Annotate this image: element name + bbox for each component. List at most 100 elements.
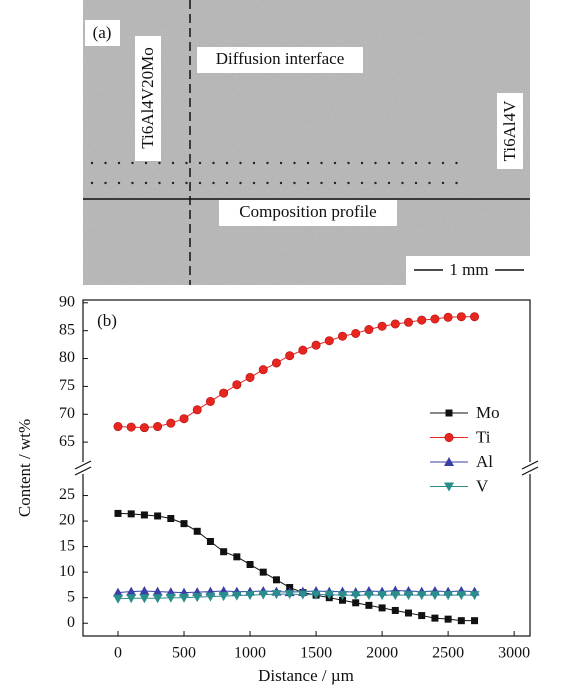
data-point: [167, 515, 175, 523]
y-tick-label: 10: [59, 563, 75, 580]
data-point: [324, 590, 335, 600]
axis-break-mark: [74, 466, 92, 476]
data-point: [205, 396, 215, 406]
y-tick-label: 90: [59, 293, 75, 310]
indent-dot: [198, 181, 202, 185]
series-line: [117, 590, 475, 594]
x-axis-label: Distance / µm: [258, 666, 354, 685]
series-line: [117, 316, 475, 429]
indent-dot: [198, 161, 202, 165]
alloy-label: Ti6Al4V: [500, 100, 519, 162]
indent-dot: [117, 181, 121, 185]
data-point: [431, 614, 439, 622]
indent-dot: [104, 161, 107, 165]
indent-dot: [144, 181, 148, 185]
indent-dot: [360, 181, 364, 185]
data-point: [205, 592, 216, 602]
data-point: [364, 325, 374, 335]
data-point: [430, 314, 440, 324]
data-point: [113, 422, 123, 432]
axis-break-gap: [75, 462, 91, 474]
y-tick-label: 75: [59, 377, 75, 394]
data-point: [112, 594, 123, 604]
y-tick-label: 85: [59, 321, 75, 338]
data-point: [456, 312, 466, 322]
data-point: [365, 601, 373, 609]
chart: (b) Distance / µm Content / wt% 0 500 1000…: [15, 293, 539, 685]
axis-break-mark: [521, 460, 539, 470]
indent-dot: [320, 181, 323, 185]
data-point: [469, 591, 480, 601]
indent-dot: [90, 181, 94, 185]
data-point: [179, 593, 190, 603]
data-point: [471, 617, 479, 625]
data-point: [219, 388, 229, 398]
indent-dot: [266, 181, 269, 185]
indent-dot: [333, 181, 337, 185]
indent-dot: [171, 161, 175, 165]
data-point: [233, 553, 241, 561]
indent-dot: [131, 181, 134, 185]
indent-dot: [306, 181, 310, 185]
data-point: [231, 591, 242, 601]
legend-label: Al: [476, 452, 493, 471]
data-point: [140, 511, 148, 519]
y-tick-label: 5: [67, 588, 75, 605]
indent-dot: [414, 181, 418, 185]
x-tick-label: 0: [114, 645, 122, 662]
indent-dot: [428, 161, 431, 165]
data-point: [443, 312, 453, 322]
data-point: [271, 358, 281, 368]
data-point: [418, 612, 426, 620]
data-point: [377, 321, 387, 331]
data-point: [245, 591, 256, 601]
label-box: [197, 47, 363, 73]
legend-label: V: [476, 476, 489, 495]
x-tick-label: 2500: [432, 645, 464, 662]
data-point: [193, 527, 201, 535]
indent-dot: [279, 181, 283, 185]
data-point: [377, 591, 388, 601]
label-box: [135, 36, 161, 161]
x-tick-label: 2000: [366, 645, 398, 662]
indent-dot: [441, 161, 445, 165]
indent-dot: [225, 181, 229, 185]
data-point: [127, 510, 135, 518]
indent-dot: [185, 161, 188, 165]
interface-label: Diffusion interface: [216, 49, 345, 68]
indent-dot: [144, 161, 148, 165]
data-point: [337, 331, 347, 341]
data-point: [259, 568, 267, 576]
data-point: [152, 594, 163, 604]
data-point: [166, 418, 176, 428]
data-point: [311, 340, 321, 350]
indent-dot: [212, 161, 215, 165]
data-point: [391, 606, 399, 614]
indent-dot: [104, 181, 107, 185]
legend-marker: [445, 409, 453, 417]
indent-dot: [239, 161, 242, 165]
indent-dot: [293, 161, 296, 165]
data-point: [192, 593, 203, 603]
x-tick-label: 500: [172, 645, 196, 662]
x-tick-label: 1000: [234, 645, 266, 662]
indent-dot: [320, 161, 323, 165]
indent-dot: [306, 161, 310, 165]
y-tick-label: 20: [59, 512, 75, 529]
indent-dot: [117, 161, 121, 165]
indent-dot: [428, 181, 431, 185]
y-axis-label: Content / wt%: [15, 419, 34, 517]
indent-dot: [387, 161, 391, 165]
y-tick-label: 25: [59, 486, 75, 503]
indent-dot: [347, 161, 350, 165]
label-box: [85, 20, 120, 46]
data-point: [311, 590, 322, 600]
axis-break-mark: [74, 460, 92, 470]
data-point: [298, 345, 308, 355]
data-point: [390, 319, 400, 329]
data-point: [258, 590, 269, 600]
label-box: [219, 200, 397, 226]
data-point: [416, 591, 427, 601]
panel-label: (b): [97, 311, 117, 330]
